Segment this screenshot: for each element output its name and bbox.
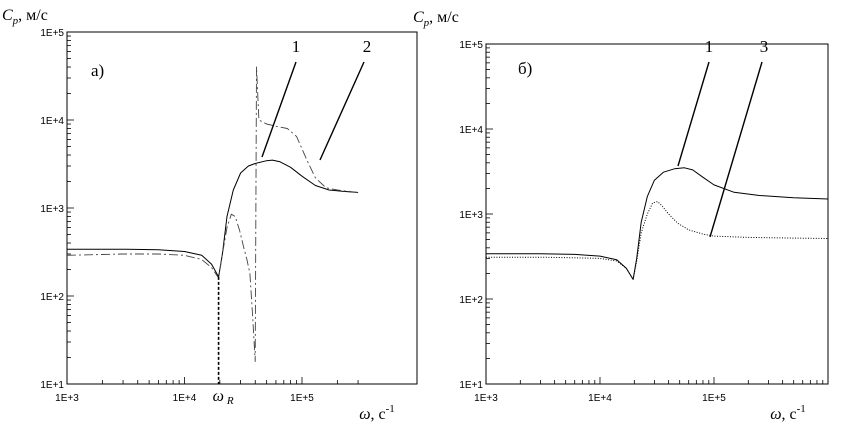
- series-line-1: [67, 159, 359, 278]
- series-line-3: [486, 201, 829, 280]
- plot-frame: [485, 43, 829, 385]
- y-tick-label: 1E+3: [459, 210, 483, 221]
- panel-label: б): [518, 59, 532, 78]
- x-tick-label: 1E+4: [588, 393, 612, 404]
- x-axis-label: ω, с-1: [770, 403, 806, 423]
- y-tick-label: 1E+2: [459, 295, 483, 306]
- series-line-1: [486, 167, 829, 280]
- curve-leader-line: [319, 61, 365, 161]
- curve-label-1: 1: [705, 37, 714, 56]
- y-tick-label: 1E+3: [40, 204, 64, 215]
- x-tick-label: 1E+5: [702, 393, 726, 404]
- y-tick-label: 1E+4: [40, 116, 64, 127]
- plot-frame: [66, 31, 418, 385]
- curve-leader-line: [261, 61, 297, 158]
- x-axis-label: ω, с-1: [359, 403, 395, 423]
- x-tick-label: 1E+5: [290, 393, 314, 404]
- x-tick-label: 1E+4: [173, 393, 197, 404]
- curve-label-1: 1: [292, 37, 301, 56]
- y-axis-label: Cp, м/с: [413, 9, 459, 29]
- curve-label-3: 3: [760, 37, 769, 56]
- curve-leader-line: [677, 61, 710, 167]
- y-tick-label: 1E+1: [40, 380, 64, 391]
- panel-a: 1E+3 1E+4 1E+51E+11E+21E+31E+41E+5Cp, м/сω…: [2, 7, 418, 423]
- y-tick-label: 1E+1: [459, 380, 483, 391]
- panel-label: а): [91, 61, 104, 80]
- x-tick-label: 1E+3: [55, 393, 79, 404]
- panel-b: 1E+3 1E+4 1E+51E+11E+21E+31E+41E+5Cp, м/сω…: [413, 9, 829, 423]
- y-tick-label: 1E+5: [459, 40, 483, 51]
- series-line-2: [66, 66, 359, 362]
- y-tick-label: 1E+5: [40, 28, 64, 39]
- curve-label-2: 2: [363, 37, 372, 56]
- y-axis-label: Cp, м/с: [2, 7, 48, 27]
- x-tick-label: 1E+3: [474, 393, 498, 404]
- y-tick-label: 1E+4: [459, 125, 483, 136]
- y-tick-label: 1E+2: [40, 292, 64, 303]
- curve-leader-line: [709, 61, 763, 238]
